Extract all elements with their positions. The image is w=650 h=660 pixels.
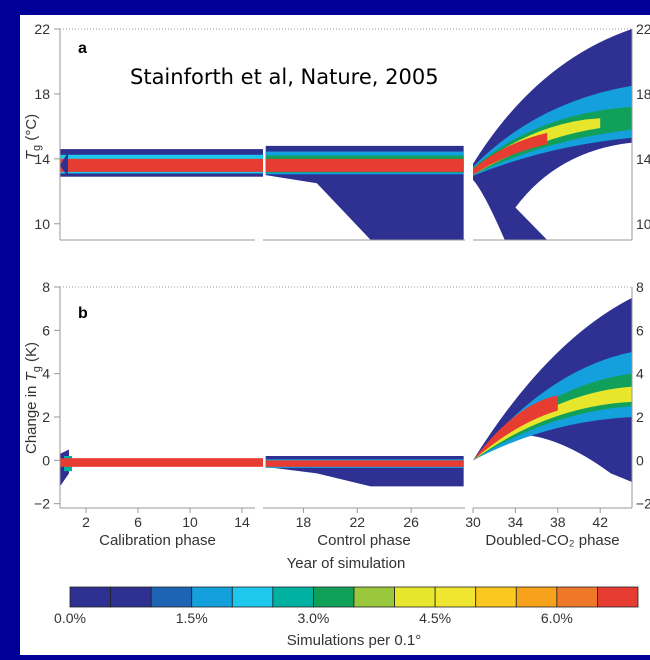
colorbar-tick-label: 3.0%	[297, 610, 329, 626]
x-tick-label: 14	[234, 514, 250, 530]
x-axis-title: Year of simulation	[287, 555, 406, 572]
x-tick-label: 26	[403, 514, 419, 530]
panel-a-right-ytick-label: 10	[636, 216, 650, 232]
panel-a-ytick-label: 18	[34, 86, 50, 102]
colorbar-swatch	[597, 586, 639, 608]
x-phase-label: Doubled-CO₂ phase	[485, 532, 619, 549]
panel-b-ytick-label: 8	[42, 279, 50, 295]
b-control-core	[265, 460, 464, 467]
panel-b-right-ytick-label: −2	[636, 496, 650, 512]
colorbar-swatch	[150, 586, 193, 608]
x-phase-label: Control phase	[317, 532, 410, 549]
b-calibration-band	[60, 458, 263, 467]
colorbar-swatch	[434, 586, 477, 608]
panel-b-ytick-label: −2	[34, 496, 50, 512]
x-tick-label: 18	[296, 514, 312, 530]
panel-a-ylabel: Tg (°C)	[23, 114, 43, 160]
colorbar-swatch	[110, 586, 152, 608]
colorbar-swatch	[69, 586, 111, 608]
panel-a-ytick-label: 14	[34, 151, 50, 167]
x-tick-label: 6	[134, 514, 142, 530]
x-tick-label: 34	[508, 514, 524, 530]
panel-b-ytick-label: 4	[42, 366, 50, 382]
panel-a-ytick-label: 22	[34, 21, 50, 37]
panel-b-ylabel: Change in Tg (K)	[23, 342, 43, 454]
colorbar-swatch	[556, 586, 598, 608]
panel-a-right-ytick-label: 14	[636, 151, 650, 167]
doubled-fan-core	[473, 132, 548, 175]
panel-b-right-ytick-label: 4	[636, 366, 644, 382]
panel-b-ytick-label: 2	[42, 409, 50, 425]
panel-a-right-ytick-label: 22	[636, 21, 650, 37]
panel-b-right-ytick-label: 2	[636, 409, 644, 425]
panel-b-ytick-label: 0	[42, 452, 50, 468]
panel-b-right-ytick-label: 0	[636, 452, 644, 468]
colorbar: 0.0% 1.5% 3.0% 4.5% 6.0% Simulations per 0.1°	[54, 586, 639, 649]
colorbar-swatch	[313, 586, 355, 608]
calibration-band-start	[60, 152, 68, 177]
colorbar-swatch	[231, 586, 274, 608]
colorbar-swatch	[353, 586, 395, 608]
panel-a: 22 18 14 10 22 18 14 10 a Tg (°C)	[23, 21, 650, 241]
colorbar-swatch	[515, 586, 558, 608]
x-tick-label: 22	[349, 514, 365, 530]
panel-a-right-ytick-label: 18	[636, 86, 650, 102]
citation-annotation: Stainforth et al, Nature, 2005	[130, 65, 439, 89]
x-tick-label: 42	[592, 514, 608, 530]
colorbar-swatch	[272, 586, 314, 608]
control-band-core	[265, 158, 464, 172]
colorbar-label: Simulations per 0.1°	[287, 632, 421, 649]
colorbar-tick-label: 0.0%	[54, 610, 86, 626]
x-phase-label: Calibration phase	[99, 532, 216, 549]
x-tick-label: 30	[465, 514, 481, 530]
b-doubled-fan-mode	[473, 386, 632, 461]
panel-b-right-ytick-label: 8	[636, 279, 644, 295]
panel-b-letter: b	[78, 305, 88, 322]
colorbar-swatch	[475, 586, 517, 608]
panel-a-ytick-label: 10	[34, 216, 50, 232]
panel-b-ytick-label: 6	[42, 322, 50, 338]
figure: 22 18 14 10 22 18 14 10 a Tg (°C) 8 6 4 2 0 −2 8 6 4 2 0 −2 b…	[20, 15, 650, 655]
panel-a-letter: a	[78, 40, 87, 57]
x-tick-label: 2	[82, 514, 90, 530]
colorbar-swatch	[394, 586, 436, 608]
panel-b: 8 6 4 2 0 −2 8 6 4 2 0 −2 b Change in Tg (K)	[23, 279, 650, 512]
doubled-fan-mode	[473, 118, 601, 175]
colorbar-tick-label: 6.0%	[541, 610, 573, 626]
x-tick-label: 10	[182, 514, 198, 530]
colorbar-swatch	[191, 586, 233, 608]
colorbar-tick-label: 4.5%	[419, 610, 451, 626]
colorbar-tick-label: 1.5%	[176, 610, 208, 626]
panel-b-right-ytick-label: 6	[636, 322, 644, 338]
calibration-band-core	[60, 158, 263, 172]
b-doubled-fan-core	[473, 395, 558, 461]
x-tick-label: 38	[550, 514, 566, 530]
